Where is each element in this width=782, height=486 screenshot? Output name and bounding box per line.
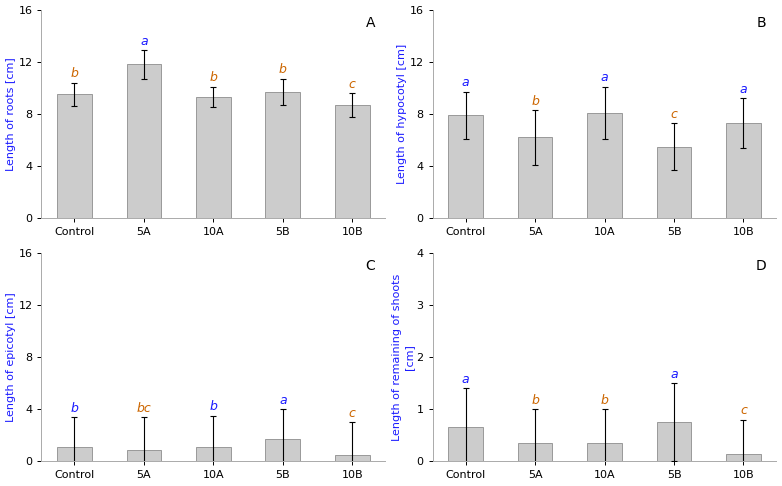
Text: A: A [365,16,375,30]
Bar [265,92,300,218]
Bar [518,443,553,461]
Bar [57,94,91,218]
Y-axis label: Length of remaining of shoots
[cm]: Length of remaining of shoots [cm] [392,273,414,441]
Text: b: b [210,71,217,84]
Text: c: c [740,404,747,417]
Text: a: a [462,76,469,89]
Text: b: b [210,400,217,413]
Text: b: b [70,67,78,80]
Text: a: a [670,367,678,381]
Text: D: D [755,259,766,273]
Text: C: C [365,259,375,273]
Text: b: b [70,401,78,415]
Bar [448,428,483,461]
Text: B: B [756,16,766,30]
Bar [335,455,370,461]
Bar [127,450,161,461]
Y-axis label: Length of roots [cm]: Length of roots [cm] [5,57,16,171]
Bar [726,123,761,218]
Bar [657,422,691,461]
Text: b: b [531,394,539,407]
Bar [196,97,231,218]
Y-axis label: Length of hypocotyl [cm]: Length of hypocotyl [cm] [396,44,407,184]
Text: b: b [279,63,287,76]
Bar [335,105,370,218]
Text: a: a [740,83,748,96]
Bar [726,453,761,461]
Text: c: c [671,107,677,121]
Bar [265,439,300,461]
Text: c: c [349,407,356,420]
Text: a: a [140,35,148,48]
Bar [196,447,231,461]
Text: b: b [531,95,539,107]
Bar [587,113,622,218]
Text: a: a [462,373,469,386]
Text: bc: bc [137,401,151,415]
Y-axis label: Length of epicotyl [cm]: Length of epicotyl [cm] [5,292,16,422]
Bar [657,147,691,218]
Bar [587,443,622,461]
Text: a: a [601,71,608,84]
Text: a: a [279,394,287,407]
Text: c: c [349,78,356,90]
Bar [57,447,91,461]
Bar [518,138,553,218]
Bar [127,64,161,218]
Bar [448,115,483,218]
Text: b: b [601,394,608,407]
